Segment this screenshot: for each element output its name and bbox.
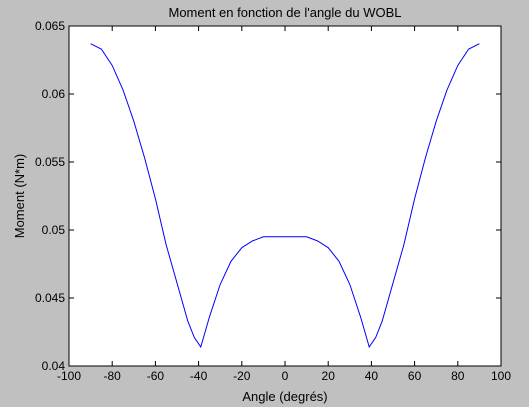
x-tick-label: 80 xyxy=(451,369,465,383)
x-tick-label: 0 xyxy=(282,369,289,383)
y-tick-label: 0.055 xyxy=(35,155,65,169)
x-tick-label: -60 xyxy=(147,369,165,383)
y-tick-label: 0.05 xyxy=(42,223,66,237)
y-tick-label: 0.045 xyxy=(35,291,65,305)
y-axis-label: Moment (N*m) xyxy=(12,154,27,239)
plot-area xyxy=(68,25,502,367)
chart-title: Moment en fonction de l'angle du WOBL xyxy=(168,5,401,20)
x-axis-label: Angle (degrés) xyxy=(242,389,327,404)
y-tick-label: 0.06 xyxy=(42,87,66,101)
x-tick-label: 40 xyxy=(365,369,379,383)
y-axis: 0.04 0.045 0.05 0.055 0.06 0.065 xyxy=(35,19,501,373)
x-tick-label: 100 xyxy=(491,369,511,383)
x-axis: -100 -80 -60 -40 -20 0 20 40 60 80 100 xyxy=(57,26,511,383)
series-line xyxy=(90,43,480,349)
x-tick-label: -40 xyxy=(190,369,208,383)
x-tick-label: -80 xyxy=(104,369,122,383)
x-tick-label: 60 xyxy=(408,369,422,383)
y-tick-label: 0.065 xyxy=(35,19,65,33)
x-tick-label: 20 xyxy=(322,369,336,383)
y-tick-label: 0.04 xyxy=(42,359,66,373)
x-tick-label: -20 xyxy=(233,369,251,383)
x-tick-label: -100 xyxy=(57,369,81,383)
